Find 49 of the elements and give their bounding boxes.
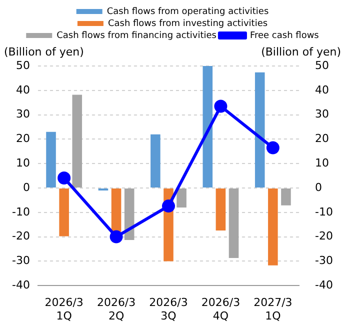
y2-axis-title: (Billion of yen) xyxy=(261,45,341,58)
y2-tick-label: -40 xyxy=(315,278,333,292)
y-tick-label: 10 xyxy=(16,156,30,170)
legend-label: Cash flows from operating activities xyxy=(106,6,269,17)
bar xyxy=(72,94,82,188)
y2-tick-label: 10 xyxy=(315,156,330,170)
x-tick-label: 2026/3 2Q xyxy=(96,296,136,322)
y-axis-title: (Billion of yen) xyxy=(4,45,84,58)
point xyxy=(214,100,228,113)
bar xyxy=(150,134,160,188)
y-tick-label: 40 xyxy=(16,83,30,96)
y-tick-label: -20 xyxy=(12,230,30,243)
y2-tick-label: 20 xyxy=(315,132,330,146)
bar xyxy=(216,188,226,230)
y-tick-label: -30 xyxy=(12,254,30,268)
x-tick-label: 2026/3 1Q xyxy=(44,296,84,322)
x-tick-label: 2026/3 4Q xyxy=(201,296,240,322)
y-tick-label: 20 xyxy=(16,132,30,146)
y2-tick-label: -30 xyxy=(315,254,333,268)
point xyxy=(162,200,175,213)
y2-tick-label: 0 xyxy=(315,180,322,194)
y2-tick-label: -10 xyxy=(315,205,333,218)
y-tick-label: 50 xyxy=(16,58,30,72)
point xyxy=(58,171,71,184)
bar xyxy=(124,188,134,240)
bar xyxy=(254,72,265,188)
x-tick-label: 2027/3 1Q xyxy=(254,296,292,322)
x-tick-label: 2026/3 3Q xyxy=(149,296,188,322)
legend-label: Cash flows from investing activities xyxy=(108,18,268,29)
y2-tick-label: 30 xyxy=(315,108,330,121)
y2-tick-label: 40 xyxy=(315,83,330,96)
bar xyxy=(46,132,56,188)
bar xyxy=(59,188,69,236)
y-tick-label: 0 xyxy=(22,180,30,194)
y-tick-label: -10 xyxy=(12,205,30,218)
bar xyxy=(268,188,278,266)
y-tick-label: 30 xyxy=(16,108,30,121)
bar xyxy=(281,188,291,206)
bar xyxy=(111,188,122,232)
bar xyxy=(228,188,239,258)
y2-tick-label: 50 xyxy=(315,58,330,72)
legend-label: Free cash flows xyxy=(250,30,320,41)
bar xyxy=(202,66,213,188)
legend-label: Cash flows from financing activities xyxy=(56,30,217,41)
point xyxy=(266,141,280,154)
y2-tick-label: -20 xyxy=(315,230,333,243)
bar xyxy=(176,188,186,208)
y-tick-label: -40 xyxy=(12,278,30,292)
point xyxy=(110,230,123,244)
